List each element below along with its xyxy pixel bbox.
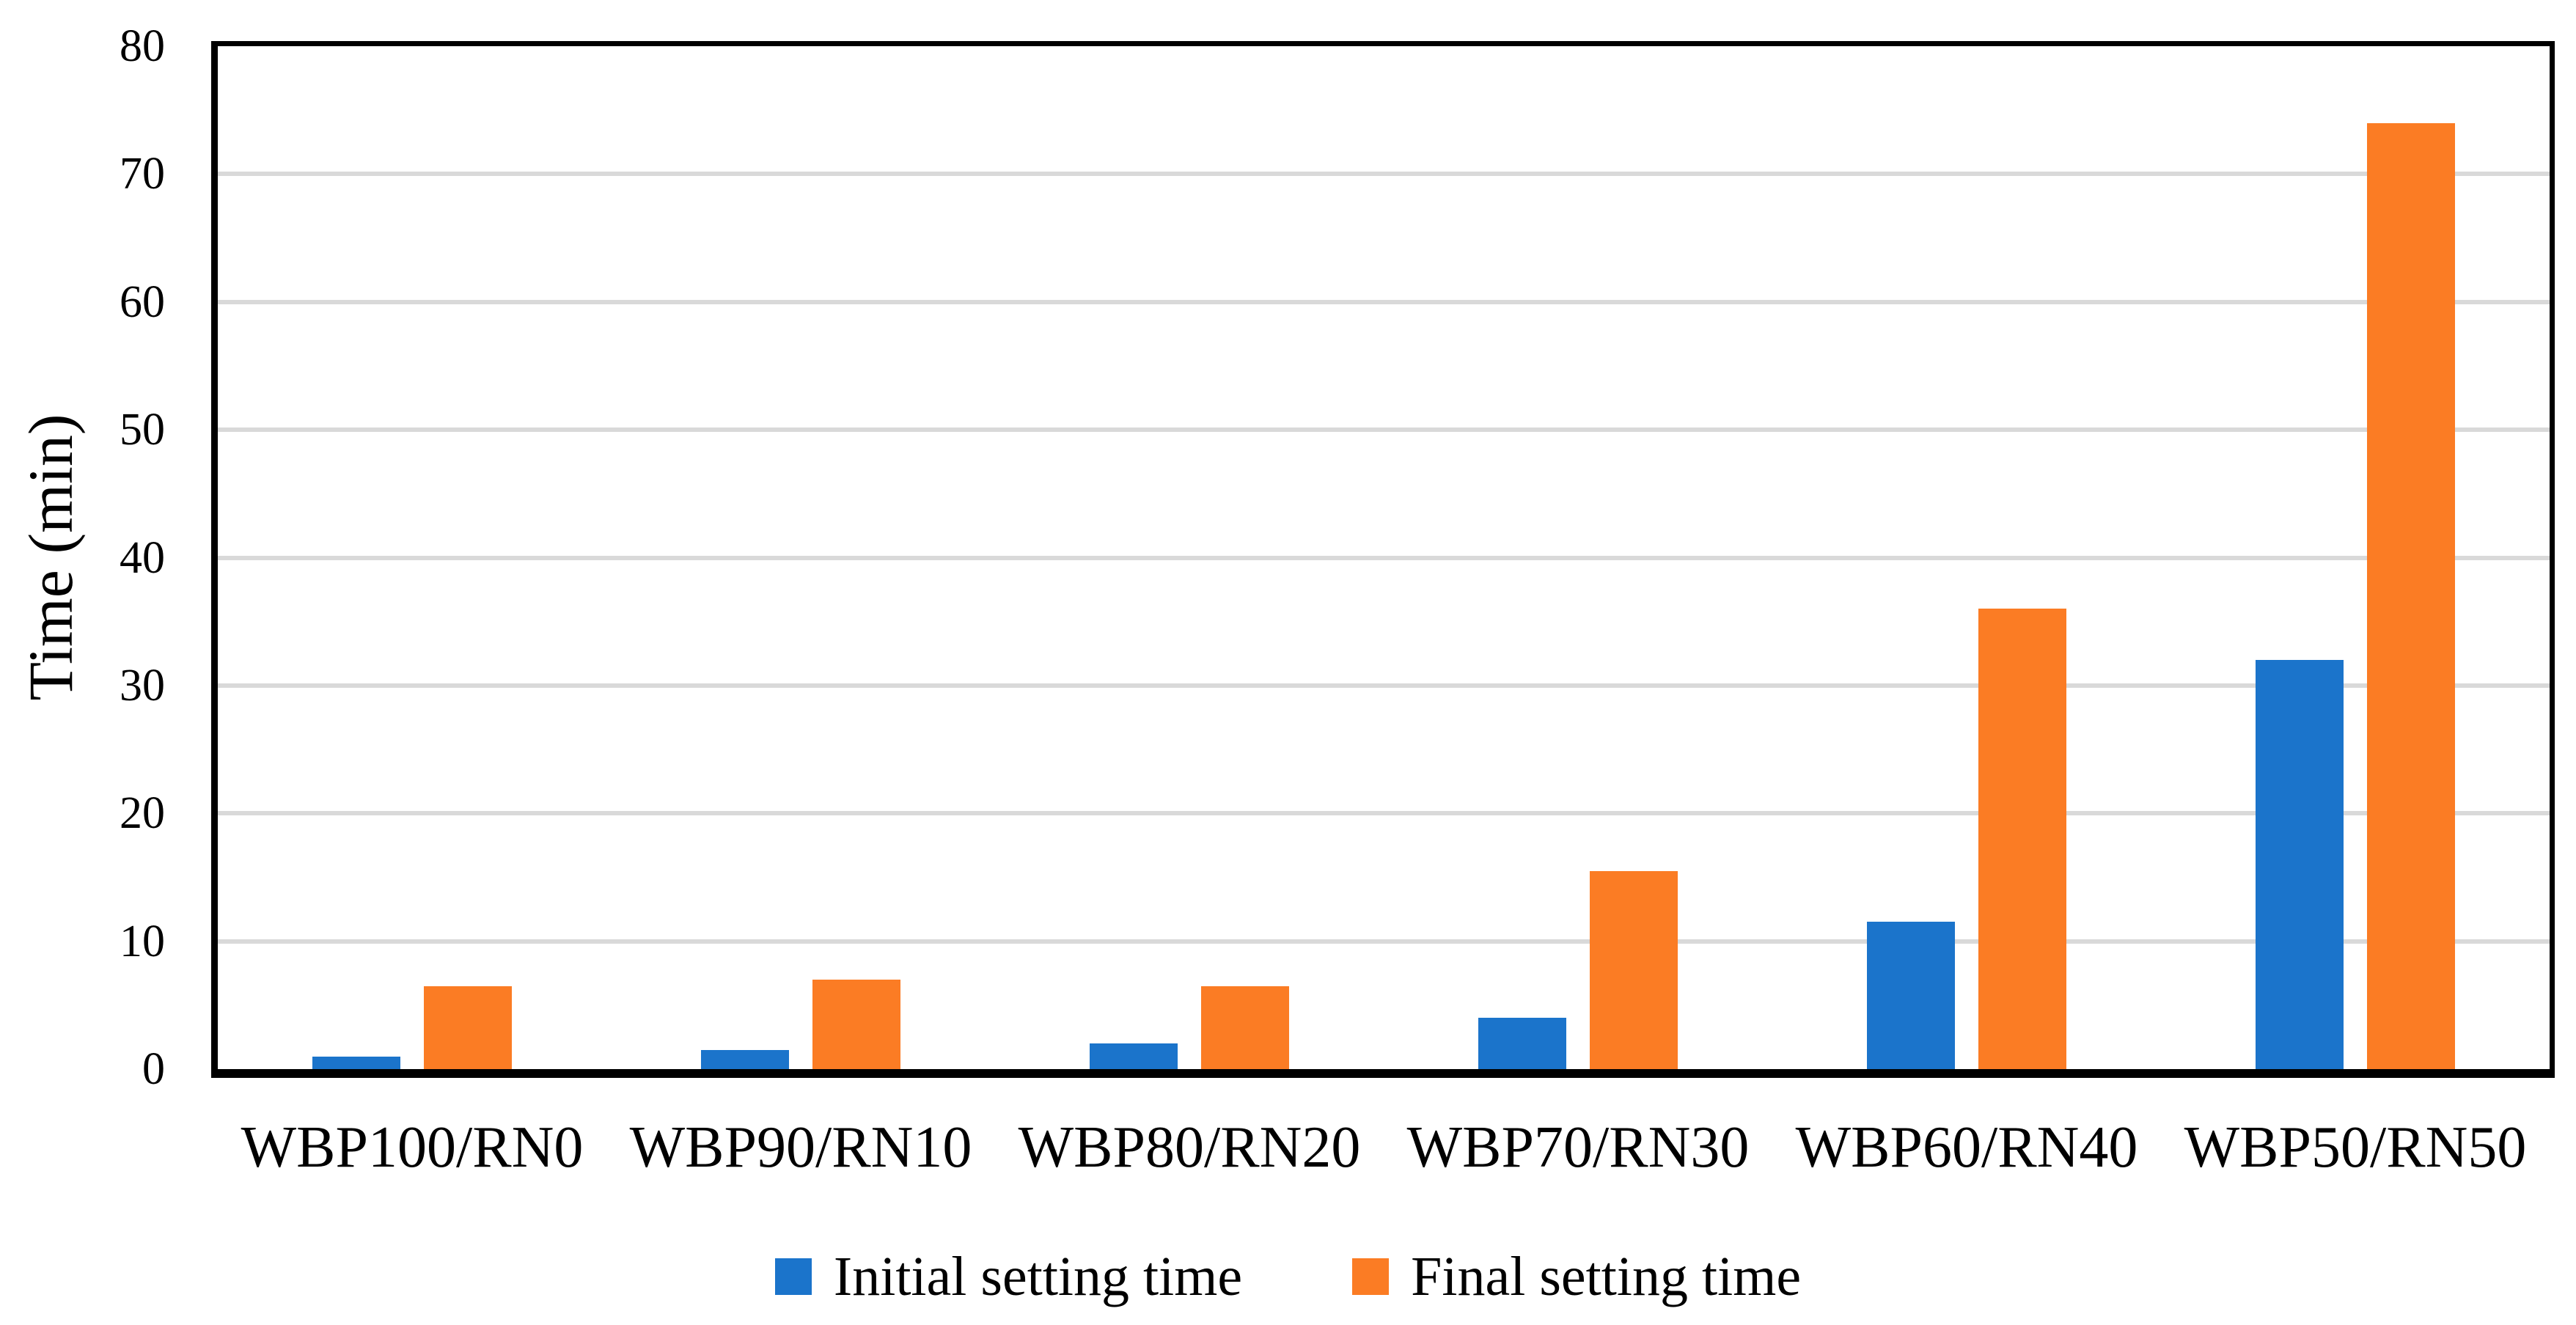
y-tick-label-60: 60 (120, 276, 165, 327)
legend-item-initial: Initial setting time (774, 1240, 1243, 1313)
y-tick-label-70: 70 (120, 149, 165, 199)
bar-final-1 (424, 986, 512, 1069)
x-category-label-3: WBP80/RN20 (1018, 1115, 1361, 1180)
gridline-y-50 (218, 427, 2550, 433)
legend-item-final: Final setting time (1352, 1240, 1801, 1313)
x-category-label-6: WBP50/RN50 (2184, 1115, 2527, 1180)
y-tick-label-10: 10 (120, 916, 165, 966)
legend-swatch-icon (774, 1258, 812, 1295)
bar-initial-3 (1090, 1043, 1178, 1069)
y-tick-label-0: 0 (142, 1044, 165, 1094)
gridline-y-30 (218, 683, 2550, 688)
bar-final-3 (1201, 986, 1289, 1069)
bar-final-2 (812, 979, 900, 1069)
legend-swatch-icon (1352, 1258, 1390, 1295)
x-category-label-2: WBP90/RN10 (629, 1115, 972, 1180)
y-tick-label-20: 20 (120, 788, 165, 839)
y-tick-label-40: 40 (120, 532, 165, 583)
bar-final-6 (2367, 122, 2455, 1069)
y-tick-label-30: 30 (120, 660, 165, 711)
plot-area (211, 41, 2555, 1078)
gridline-y-70 (218, 172, 2550, 177)
legend-label: Final setting time (1411, 1246, 1802, 1307)
y-tick-label-80: 80 (120, 21, 165, 71)
legend: Initial setting time Final setting time (0, 1240, 2576, 1313)
gridline-y-10 (218, 939, 2550, 944)
legend-label: Initial setting time (833, 1246, 1243, 1307)
bar-initial-4 (1478, 1018, 1566, 1069)
gridline-y-60 (218, 299, 2550, 304)
bar-initial-5 (1867, 922, 1955, 1069)
x-category-label-4: WBP70/RN30 (1406, 1115, 1750, 1180)
bar-initial-2 (701, 1049, 789, 1069)
y-tick-label-50: 50 (120, 405, 165, 455)
x-category-label-1: WBP100/RN0 (241, 1115, 584, 1180)
plot-inner (218, 46, 2550, 1069)
gridline-y-40 (218, 555, 2550, 560)
bar-initial-1 (312, 1056, 400, 1069)
x-category-label-5: WBP60/RN40 (1795, 1115, 2138, 1180)
bar-final-4 (1590, 870, 1678, 1069)
bar-initial-6 (2256, 660, 2344, 1069)
gridline-y-20 (218, 811, 2550, 816)
bar-final-5 (1978, 609, 2066, 1069)
